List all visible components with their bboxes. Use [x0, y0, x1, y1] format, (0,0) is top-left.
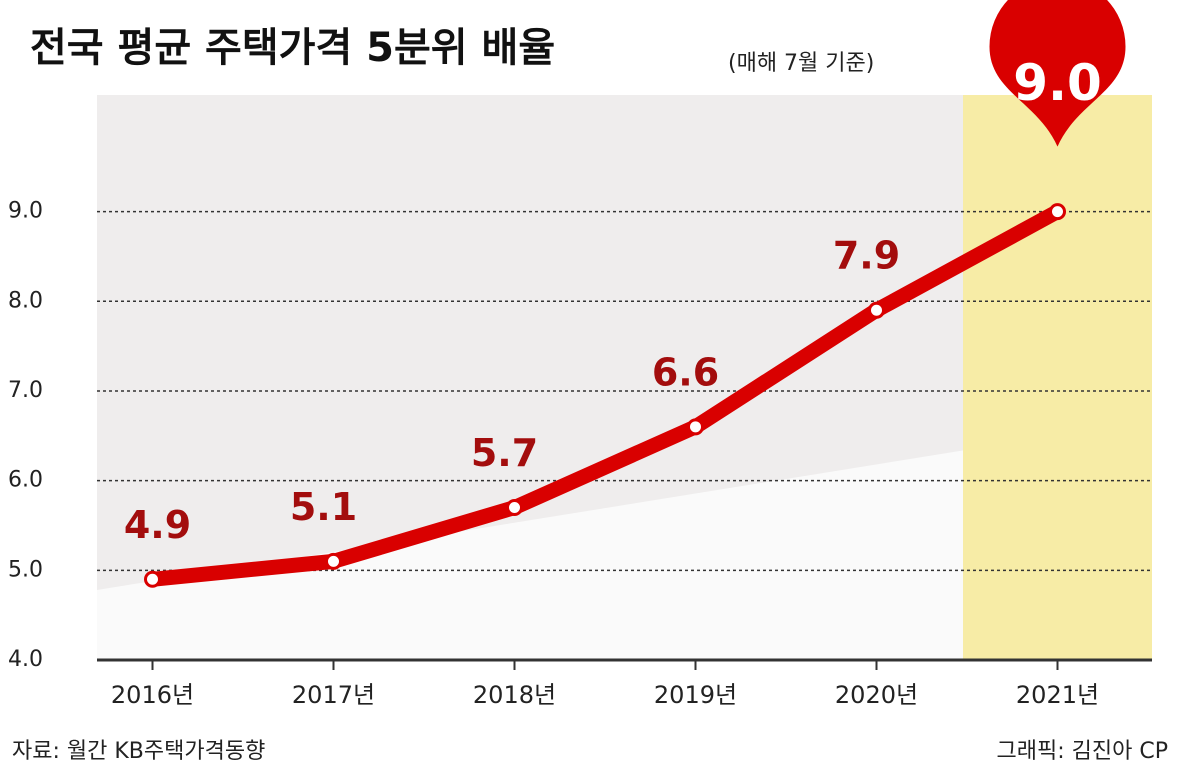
value-label: 5.1	[290, 485, 357, 529]
y-tick-label: 6.0	[8, 468, 43, 493]
plot-light-area	[97, 420, 1152, 660]
value-label: 6.6	[652, 350, 719, 394]
y-tick-label: 4.0	[8, 647, 43, 672]
value-label: 4.9	[124, 503, 191, 547]
point	[868, 301, 885, 319]
x-tick-label: 2016년	[111, 681, 194, 709]
pin-label: 9.0	[1013, 54, 1102, 112]
y-tick-label: 5.0	[8, 557, 43, 582]
point	[325, 552, 342, 570]
x-tick-label: 2019년	[654, 681, 737, 709]
credit: 그래픽: 김진아 CP	[997, 739, 1168, 764]
point	[1049, 203, 1066, 221]
chart-title: 전국 평균 주택가격 5분위 배율	[30, 25, 555, 71]
x-tick-label: 2020년	[835, 681, 918, 709]
point	[506, 499, 523, 517]
highlight-column	[963, 95, 1152, 660]
x-tick-label: 2017년	[292, 681, 375, 709]
line	[145, 204, 1065, 587]
value-label: 7.9	[833, 234, 900, 278]
y-tick-label: 9.0	[8, 199, 43, 224]
point	[144, 570, 161, 588]
pin	[989, 0, 1126, 147]
point	[687, 418, 704, 436]
chart-subtitle: (매해 7월 기준)	[728, 51, 874, 76]
x-tick-label: 2021년	[1016, 681, 1099, 709]
source: 자료: 월간 KB주택가격동향	[12, 739, 265, 764]
value-label: 5.7	[471, 431, 538, 475]
x-tick-label: 2018년	[473, 681, 556, 709]
y-tick-label: 7.0	[8, 378, 43, 403]
y-tick-label: 8.0	[8, 288, 43, 313]
